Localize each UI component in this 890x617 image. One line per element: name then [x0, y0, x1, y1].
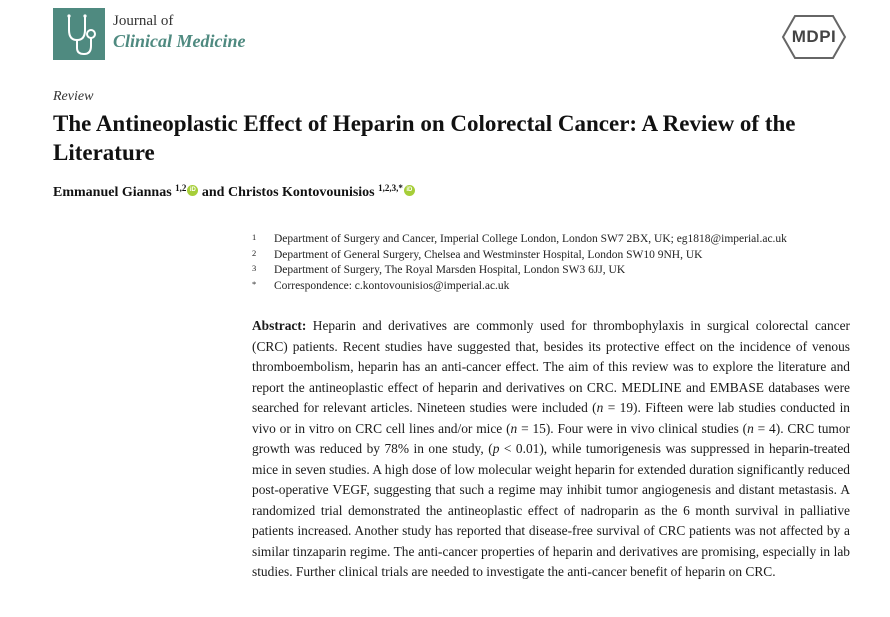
orcid-icon[interactable]: iD	[403, 185, 415, 196]
abstract-italic-n: n	[510, 420, 518, 436]
publisher-logo: MDPI	[781, 14, 847, 60]
affiliation-number: 2	[252, 247, 257, 258]
abstract-text: = 19). Fifteen were lab studies conducte…	[252, 400, 850, 436]
article-type: Review	[53, 89, 94, 104]
abstract-text: = 15). Four were in vivo clinical studie…	[517, 420, 748, 436]
abstract-text: Heparin and derivatives are commonly use…	[252, 318, 850, 415]
abstract-italic-p: p	[492, 441, 500, 456]
journal-logo	[53, 8, 105, 60]
abstract-text: = 4). CRC tumor growth was reduced by 78…	[252, 420, 850, 457]
abstract-label: Abstract:	[252, 318, 307, 333]
orcid-icon[interactable]: iD	[187, 185, 199, 196]
abstract-text: < 0.01), while tumorigenesis was suppres…	[252, 441, 850, 579]
affiliation-number: 1	[252, 232, 257, 242]
abstract-italic-n: n	[747, 420, 754, 436]
author-affiliation-marker: 1,2	[175, 183, 187, 193]
author-conjunction: and	[201, 185, 225, 200]
affiliation-text: Department of General Surgery, Chelsea a…	[274, 248, 703, 261]
author-list: Emmanuel Giannas 1,2 iD and Christos Kont…	[53, 183, 853, 201]
affiliation-list: 1 Department of Surgery and Cancer, Impe…	[252, 232, 852, 294]
author-name[interactable]: Christos Kontovounisios	[227, 185, 375, 200]
affiliation-number: 3	[252, 263, 257, 273]
mdpi-hexagon-icon	[781, 15, 847, 59]
affiliation-text: Department of Surgery, The Royal Marsden…	[274, 264, 626, 276]
affiliation-item: 3 Department of Surgery, The Royal Marsd…	[252, 263, 852, 279]
affiliation-item: 1 Department of Surgery and Cancer, Impe…	[252, 232, 852, 248]
abstract: Abstract: Heparin and derivatives are co…	[252, 316, 850, 583]
journal-name: Clinical Medicine	[113, 31, 246, 51]
journal-prefix: Journal of	[113, 13, 174, 29]
correspondence-text: Correspondence: c.kontovounisios@imperia…	[274, 279, 510, 292]
author-name[interactable]: Emmanuel Giannas	[53, 185, 172, 200]
affiliation-text: Department of Surgery and Cancer, Imperi…	[274, 233, 787, 245]
article-title: The Antineoplastic Effect of Heparin on …	[53, 111, 796, 165]
affiliation-item: * Correspondence: c.kontovounisios@imper…	[252, 279, 852, 295]
stethoscope-icon	[67, 14, 96, 56]
publisher-name: MDPI	[791, 27, 837, 46]
affiliation-item: 2 Department of General Surgery, Chelsea…	[252, 248, 852, 264]
abstract-italic-n: n	[596, 400, 604, 415]
affiliation-number: *	[252, 278, 257, 289]
author-affiliation-marker: 1,2,3,*	[378, 183, 403, 193]
